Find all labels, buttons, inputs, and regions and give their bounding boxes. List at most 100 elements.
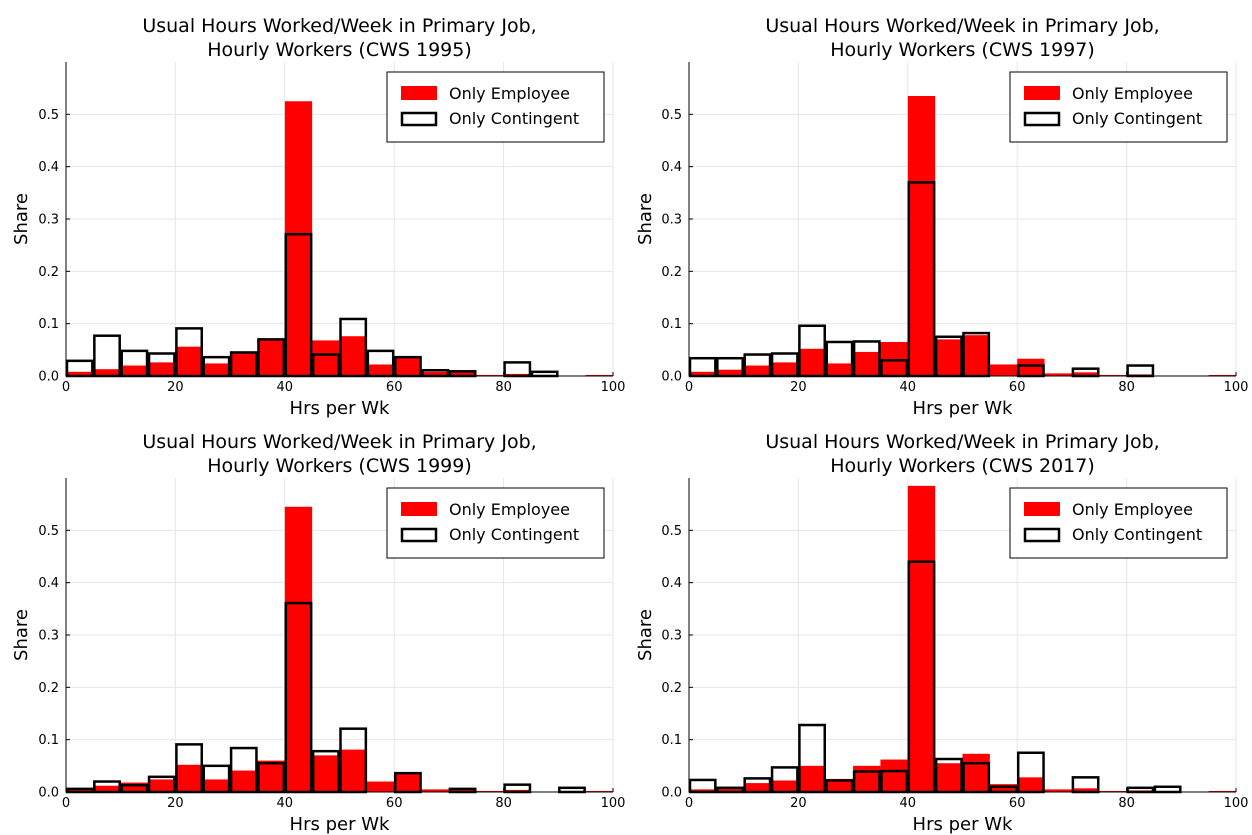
bar-only-employee [1208,374,1236,376]
y-tick-label: 0.1 [661,317,682,332]
y-tick-label: 0.2 [38,681,59,696]
bar-only-employee [907,96,936,377]
y-tick-label: 0.1 [38,733,59,748]
y-tick-label: 0.0 [661,370,682,385]
bar-only-employee [935,763,963,792]
legend-swatch-only-employee [1024,86,1060,100]
bar-only-employee [1017,777,1045,792]
x-tick-label: 60 [1009,796,1026,811]
bar-only-employee [339,749,367,792]
bar-only-employee [907,485,936,792]
legend-swatch-only-employee [401,502,437,516]
bar-only-employee [366,781,395,792]
bar-only-employee [394,772,422,792]
bar-only-employee [798,348,826,376]
x-tick-label: 40 [277,380,294,395]
bar-only-employee [120,365,149,376]
bar-only-employee [448,371,477,376]
legend-swatch-only-employee [1024,502,1060,516]
panel-2: 0 20 40 60 80 100 0.0 0.1 0.2 0.3 0.4 0.5 Usual Hour… [635,15,1248,419]
bar-only-employee [312,340,340,376]
y-tick-label: 0.3 [661,629,682,644]
x-tick-label: 80 [495,380,512,395]
bar-only-employee [93,785,121,792]
legend-box [1009,71,1228,143]
bar-only-employee [202,779,231,792]
bar-only-contingent [503,783,532,794]
x-tick-label: 40 [900,796,917,811]
x-axis-label: Hrs per Wk [290,814,390,835]
x-tick-label: 20 [790,380,807,395]
panel-1: 0 20 40 60 80 100 0.0 0.1 0.2 0.3 0.4 0.5 Usual Hour… [11,15,625,419]
bar-only-employee [284,101,313,376]
y-tick-label: 0.5 [661,108,682,123]
legend: Only Employee Only Contingent [386,487,605,559]
bar-only-employee [421,371,449,376]
bar-only-employee [853,351,881,376]
legend-box [1009,487,1228,559]
x-tick-label: 20 [167,796,184,811]
y-tick-label: 0.0 [38,786,59,801]
y-tick-label: 0.3 [661,213,682,228]
bar-only-employee [1071,788,1100,792]
legend-label-only-contingent: Only Contingent [449,525,579,544]
legend-swatch-only-contingent [400,527,438,543]
bar-only-employee [366,364,395,376]
y-tick-label: 0.5 [38,108,59,123]
legend-label-only-contingent: Only Contingent [1072,525,1202,544]
bar-only-employee [148,779,176,792]
bar-only-employee [66,371,94,376]
x-tick-label: 40 [900,380,917,395]
legend-label-only-employee: Only Employee [449,84,570,103]
y-axis-label: Share [11,193,32,245]
legend-swatch-only-contingent [400,111,438,127]
chart-title-line-1: Usual Hours Worked/Week in Primary Job, [765,15,1159,37]
chart-title-line-1: Usual Hours Worked/Week in Primary Job, [142,431,536,453]
x-tick-label: 80 [1118,380,1135,395]
legend-label-only-employee: Only Employee [1072,84,1193,103]
y-tick-label: 0.4 [38,576,59,591]
x-tick-label: 20 [167,380,184,395]
bar-only-employee [120,782,149,792]
bar-only-employee [880,759,908,792]
bar-only-employee [689,371,717,376]
bar-only-employee [825,778,854,792]
y-tick-label: 0.5 [661,524,682,539]
bar-only-employee [689,789,717,792]
bar-only-employee [880,341,908,376]
x-tick-label: 20 [790,796,807,811]
chart-title-line-1: Usual Hours Worked/Week in Primary Job, [142,15,536,37]
legend-label-only-employee: Only Employee [449,500,570,519]
x-axis-label: Hrs per Wk [913,814,1013,835]
x-tick-label: 0 [62,796,70,811]
legend-box [386,71,605,143]
x-tick-label: 100 [601,796,626,811]
bar-only-employee [257,339,285,376]
bar-only-employee [825,363,854,376]
bar-only-employee [771,780,799,792]
bar-only-employee [175,764,203,792]
x-tick-label: 60 [1009,380,1026,395]
y-tick-label: 0.4 [661,160,682,175]
y-axis-label: Share [635,609,656,661]
y-tick-label: 0.3 [38,629,59,644]
legend-label-only-employee: Only Employee [1072,500,1193,519]
bar-only-employee [93,369,121,376]
bar-only-employee [1071,372,1100,376]
legend-swatch-only-employee [401,86,437,100]
y-tick-label: 0.1 [661,733,682,748]
bar-only-employee [771,362,799,376]
bar-only-employee [585,790,613,792]
bar-only-employee [284,506,313,792]
x-tick-label: 100 [1224,796,1249,811]
bar-only-employee [339,336,367,376]
legend-box [386,487,605,559]
bar-only-employee [585,374,613,376]
y-axis-label: Share [11,609,32,661]
x-tick-label: 60 [386,796,403,811]
bar-only-contingent [530,370,559,378]
y-tick-label: 0.2 [38,265,59,280]
legend-label-only-contingent: Only Contingent [1072,109,1202,128]
legend-label-only-contingent: Only Contingent [449,109,579,128]
